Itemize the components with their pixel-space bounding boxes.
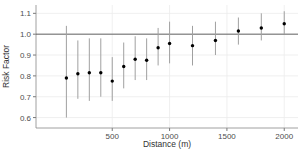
- point: [145, 59, 148, 62]
- y-grid-line: [36, 13, 298, 14]
- x-tick: [169, 128, 170, 131]
- point: [111, 79, 114, 82]
- x-axis-title: Distance (m): [143, 139, 191, 149]
- x-tick: [226, 128, 227, 131]
- error-bar: [89, 38, 90, 101]
- y-tick: [33, 55, 36, 56]
- error-bar: [112, 57, 113, 101]
- point: [283, 22, 286, 25]
- y-tick: [33, 117, 36, 118]
- y-tick-label: 0.8: [20, 72, 32, 81]
- point: [260, 26, 263, 29]
- x-axis: [36, 128, 298, 129]
- point: [88, 71, 91, 74]
- y-tick: [33, 96, 36, 97]
- chart: 0.60.70.80.91.01.1500100015002000Distanc…: [0, 0, 300, 150]
- y-grid-line: [36, 117, 298, 118]
- reference-line: [36, 34, 298, 35]
- error-bar: [100, 38, 101, 96]
- y-tick-label: 1.1: [20, 9, 32, 18]
- y-tick: [33, 34, 36, 35]
- y-grid-line: [36, 96, 298, 97]
- x-tick-label: 500: [106, 132, 120, 141]
- point: [237, 29, 240, 32]
- point: [99, 71, 102, 74]
- y-axis: [36, 5, 37, 128]
- x-grid-line: [226, 5, 227, 128]
- point: [65, 76, 68, 79]
- x-grid-line: [112, 5, 113, 128]
- grid: [36, 5, 298, 128]
- point: [133, 58, 136, 61]
- y-grid-line: [36, 55, 298, 56]
- x-grid-line: [169, 5, 170, 128]
- y-tick: [33, 13, 36, 14]
- y-grid-line: [36, 34, 298, 35]
- x-tick-label: 2000: [275, 132, 293, 141]
- x-tick: [112, 128, 113, 131]
- y-tick-label: 1.0: [20, 30, 32, 39]
- y-tick-label: 0.7: [20, 93, 32, 102]
- plot-area: [36, 11, 298, 117]
- y-axis-title: Risk Factor: [1, 45, 11, 88]
- x-tick-label: 1500: [218, 132, 236, 141]
- error-bar: [215, 22, 216, 55]
- point: [156, 46, 159, 49]
- y-grid-line: [36, 75, 298, 76]
- point: [168, 42, 171, 45]
- point: [214, 39, 217, 42]
- x-tick: [284, 128, 285, 131]
- y-tick: [33, 75, 36, 76]
- y-tick-label: 0.6: [20, 114, 32, 123]
- y-tick-label: 0.9: [20, 51, 32, 60]
- point: [191, 44, 194, 47]
- error-bar: [66, 26, 67, 118]
- error-bar: [77, 40, 78, 98]
- point: [76, 72, 79, 75]
- point: [122, 65, 125, 68]
